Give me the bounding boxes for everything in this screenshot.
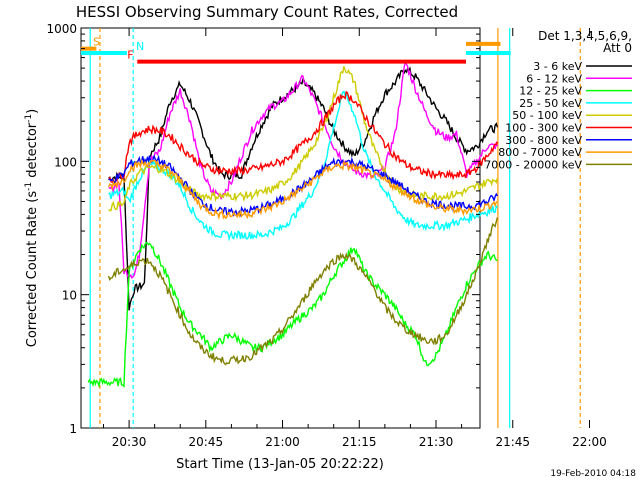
x-tick-label-2: 21:00 [265,435,300,449]
x-axis-ticks: 20:30 20:45 21:00 21:15 21:30 21:45 22:00 [103,28,607,449]
y-axis-label-main: Corrected Count Rate (s [25,191,40,348]
series-line-4 [108,65,499,212]
y-axis-label-mid: detector [25,122,40,182]
y-axis-label: Corrected Count Rate (s-1 detector-1) [24,109,40,347]
flag-label-S: S [93,36,100,49]
x-axis-label: Start Time (13-Jan-05 20:22:22) [176,457,384,472]
vertical-markers [89,28,581,428]
series-line-1 [108,59,499,279]
plot-frame [80,27,481,429]
legend-label-8: 7000 - 20000 keV [484,158,582,171]
y-tick-label-1: 10 [62,289,77,303]
legend-label-5: 100 - 300 keV [505,122,582,135]
flag-layer: S NF [81,36,511,64]
y-tick-label-3: 1000 [46,22,77,36]
chart-title: HESSI Observing Summary Count Rates, Cor… [76,3,458,21]
x-tick-label-6: 22:00 [572,435,607,449]
footer-timestamp: 19-Feb-2010 04:18 [550,469,636,479]
y-axis-label-exp2: -1 [24,114,34,123]
legend-label-7: 800 - 7000 keV [498,146,582,159]
y-axis-label-end: ) [25,109,40,114]
x-tick-label-5: 21:45 [495,435,530,449]
legend-header-1: Det 1,3,4,5,6,9, [538,29,632,43]
legend-header-2: Att 0 [603,41,632,55]
x-tick-label-4: 21:30 [419,435,454,449]
series-layer [87,59,499,389]
series-line-2 [87,241,498,389]
y-tick-label-2: 100 [54,155,77,169]
y-tick-label-0: 1 [69,422,77,436]
y-axis-ticks: 1 10 100 1000 [46,22,480,436]
legend-label-0: 3 - 6 keV [533,60,582,73]
legend-label-4: 50 - 100 keV [512,109,582,122]
flag-label-F: F [127,49,133,62]
flag-label-N: N [136,40,144,53]
plot-area [80,27,481,429]
x-tick-label-3: 21:15 [342,435,377,449]
legend-label-2: 12 - 25 keV [519,85,582,98]
legend-label-6: 300 - 800 keV [505,134,582,147]
legend-label-3: 25 - 50 keV [519,97,582,110]
x-tick-label-0: 20:30 [112,435,147,449]
x-tick-label-1: 20:45 [189,435,224,449]
legend-label-1: 6 - 12 keV [526,72,582,85]
series-line-5 [107,90,499,184]
series-line-6 [108,154,499,218]
series-line-8 [107,217,499,366]
y-axis-label-exp1: -1 [24,182,34,191]
series-line-7 [107,158,498,220]
